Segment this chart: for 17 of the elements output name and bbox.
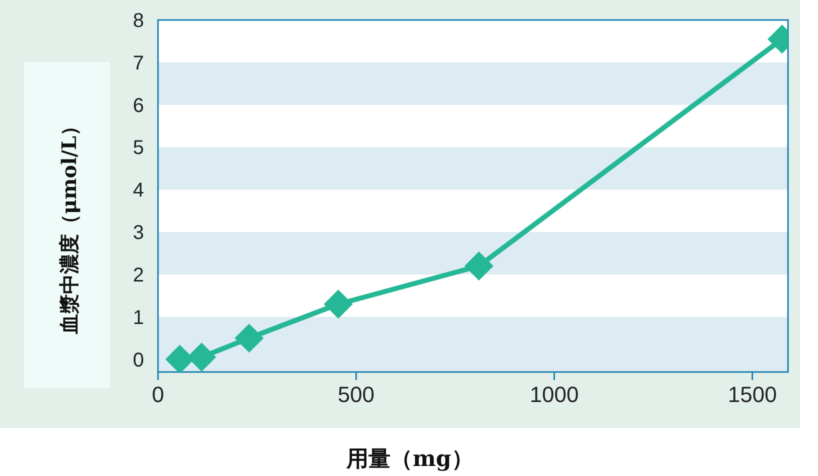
y-axis-title: 血漿中濃度（μmol/L） (57, 116, 81, 336)
x-tick-label: 1000 (530, 382, 579, 407)
y-tick-label: 2 (132, 264, 144, 286)
y-tick-label: 4 (132, 180, 144, 202)
point (324, 290, 353, 319)
x-tick-label: 1500 (728, 382, 777, 407)
point (234, 324, 264, 353)
y-tick-label: 1 (132, 306, 144, 329)
y-tick-label: 8 (132, 10, 144, 32)
x-tick-label: 0 (152, 382, 164, 407)
y-tick-label: 0 (132, 349, 144, 372)
y-tick-label: 6 (132, 94, 144, 117)
x-axis-title: 用量（mg） (346, 446, 474, 472)
y-tick-label: 3 (132, 222, 144, 244)
y-tick-label: 5 (132, 137, 144, 160)
y-tick-label: 7 (132, 52, 144, 74)
x-tick-label: 500 (338, 382, 374, 407)
